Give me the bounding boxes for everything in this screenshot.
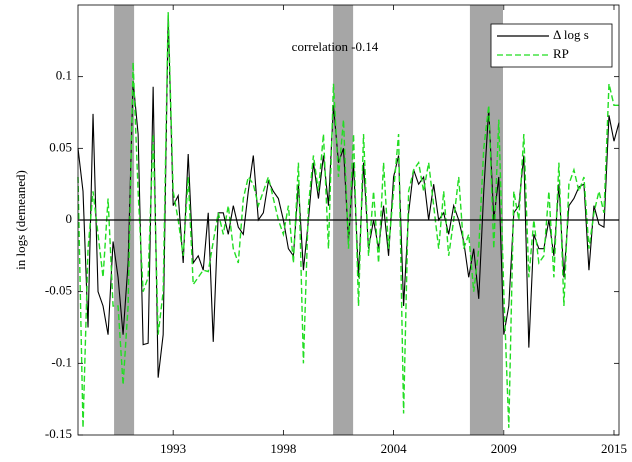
legend-label: Δ log s [553, 27, 589, 42]
plot-layer [77, 12, 620, 428]
x-tick-label: 2015 [601, 441, 627, 456]
y-tick-label: -0.1 [51, 354, 72, 369]
series-line [77, 12, 619, 428]
x-tick-label: 1993 [160, 441, 186, 456]
legend-label: RP [553, 46, 569, 61]
y-tick-label: 0.05 [49, 139, 72, 154]
x-tick-label: 2009 [491, 441, 517, 456]
y-tick-label: 0.1 [56, 68, 72, 83]
legend: Δ log s RP [490, 23, 613, 68]
y-tick-label: -0.05 [45, 283, 72, 298]
y-axis-label: in logs (demeaned) [13, 170, 28, 270]
y-tick-label: -0.15 [45, 426, 72, 441]
y-tick-label: 0 [66, 211, 73, 226]
x-tick-label: 1998 [270, 441, 296, 456]
legend-box [490, 23, 613, 68]
x-tick-label: 2004 [381, 441, 408, 456]
annotation: correlation -0.14 [292, 39, 379, 54]
